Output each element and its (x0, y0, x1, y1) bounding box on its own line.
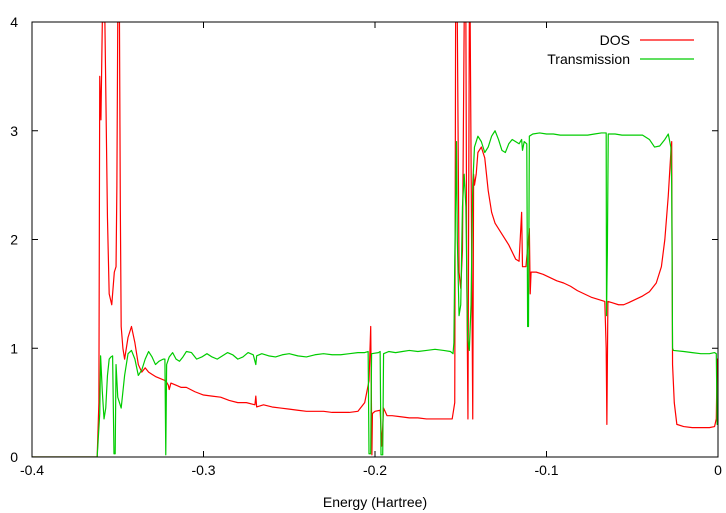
x-axis-title: Energy (Hartree) (323, 494, 427, 510)
series-layer (32, 22, 718, 457)
plot-frame (31, 21, 719, 458)
series-line-transmission (32, 130, 718, 457)
y-tick-label: 3 (10, 123, 18, 139)
series-line-dos (32, 22, 718, 457)
legend: DOS Transmission (547, 32, 694, 67)
x-tick-label: 0 (714, 462, 722, 478)
x-tick-label: -0.4 (20, 462, 44, 478)
ticks-layer (31, 21, 719, 458)
y-tick-label: 4 (10, 14, 18, 30)
y-tick-label: 2 (10, 232, 18, 248)
y-tick-label: 1 (10, 340, 18, 356)
tick-labels-layer: -0.4 -0.3 -0.2 -0.1 0 0 1 2 3 4 (10, 14, 722, 478)
x-tick-label: -0.3 (191, 462, 215, 478)
legend-label-dos: DOS (600, 32, 630, 48)
x-tick-label: -0.2 (363, 462, 387, 478)
x-tick-label: -0.1 (534, 462, 558, 478)
y-tick-label: 0 (10, 449, 18, 465)
legend-label-transmission: Transmission (547, 51, 630, 67)
